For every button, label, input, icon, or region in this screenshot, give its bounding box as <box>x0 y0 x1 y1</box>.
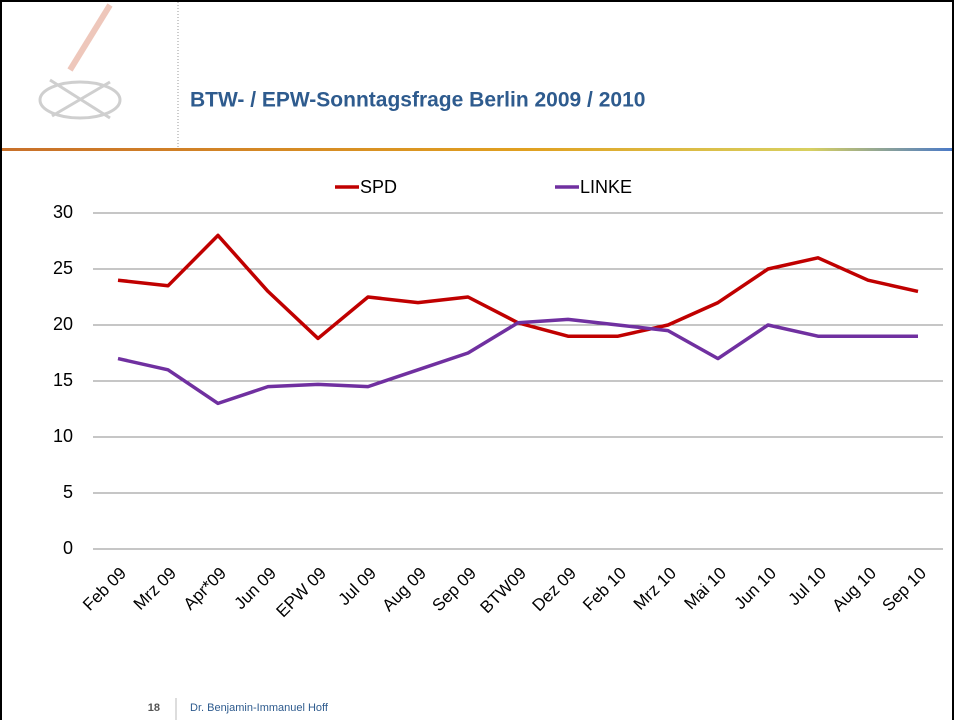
x-tick-label: Jul 10 <box>784 564 830 610</box>
x-tick-label: Feb 09 <box>79 564 130 615</box>
x-tick-label: Aug 09 <box>378 564 430 616</box>
author: Dr. Benjamin-Immanuel Hoff <box>190 702 329 714</box>
x-tick-label: Aug 10 <box>828 564 880 616</box>
x-tick-label: Jun 09 <box>230 564 280 614</box>
y-tick-label: 20 <box>53 314 73 334</box>
x-tick-label: Apr*09 <box>180 564 230 614</box>
x-tick-label: Sep 10 <box>878 564 930 616</box>
y-tick-label: 15 <box>53 370 73 390</box>
y-tick-label: 5 <box>63 482 73 502</box>
x-tick-label: Mrz 09 <box>130 564 180 614</box>
x-tick-label: EPW 09 <box>272 564 330 622</box>
logo <box>40 5 120 118</box>
y-tick-label: 30 <box>53 202 73 222</box>
x-tick-label: Jul 09 <box>334 564 380 610</box>
slide: BTW- / EPW-Sonntagsfrage Berlin 2009 / 2… <box>0 0 954 720</box>
x-tick-label: Feb 10 <box>579 564 630 615</box>
x-tick-label: Mrz 10 <box>630 564 680 614</box>
x-tick-label: Dez 09 <box>528 564 580 616</box>
y-tick-label: 0 <box>63 538 73 558</box>
header-rule <box>2 148 952 151</box>
x-tick-label: BTW09 <box>476 564 530 618</box>
x-tick-label: Jun 10 <box>730 564 780 614</box>
x-tick-label: Sep 09 <box>428 564 480 616</box>
y-tick-label: 25 <box>53 258 73 278</box>
series-line <box>118 319 918 403</box>
legend-label: LINKE <box>580 177 632 197</box>
slide-title: BTW- / EPW-Sonntagsfrage Berlin 2009 / 2… <box>190 89 645 112</box>
x-tick-label: Mai 10 <box>680 564 730 614</box>
y-tick-label: 10 <box>53 426 73 446</box>
chart: BTW- / EPW-Sonntagsfrage Berlin 2009 / 2… <box>0 0 954 720</box>
legend-label: SPD <box>360 177 397 197</box>
page-number: 18 <box>148 702 160 714</box>
